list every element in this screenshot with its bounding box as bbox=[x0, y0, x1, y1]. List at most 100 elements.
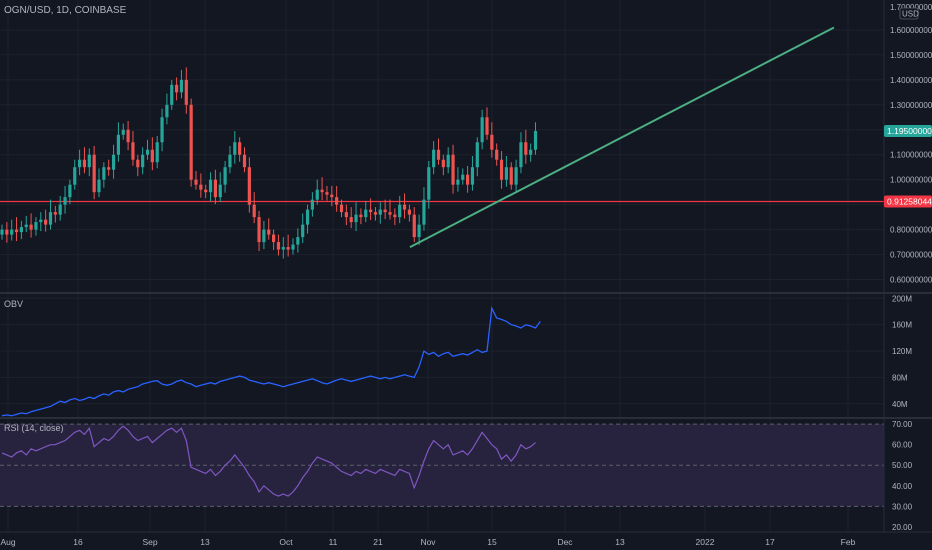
price-axis-label: 1.10000000 bbox=[890, 151, 932, 160]
candle-body bbox=[228, 154, 232, 168]
price-panel[interactable] bbox=[0, 26, 884, 259]
candle-body bbox=[208, 179, 213, 193]
candle-body bbox=[238, 142, 242, 155]
candle-body bbox=[296, 237, 300, 245]
trend-line[interactable] bbox=[409, 26, 835, 248]
candle-body bbox=[10, 229, 14, 235]
candle-body bbox=[107, 167, 111, 170]
time-axis-label: 11 bbox=[329, 537, 338, 547]
price-axis-label: 1.40000000 bbox=[890, 76, 932, 85]
obv-panel-label[interactable]: OBV bbox=[4, 299, 23, 309]
candle-body bbox=[335, 197, 339, 205]
candle-body bbox=[461, 174, 465, 180]
candle-body bbox=[407, 209, 411, 215]
candle-body bbox=[160, 117, 164, 143]
candle-body bbox=[29, 224, 33, 230]
candle-body bbox=[73, 167, 77, 185]
rsi-axis-label: 40.00 bbox=[892, 482, 913, 491]
time-axis[interactable]: Aug 16 Sep 13 Oct 11 21 Nov 15 Dec 13 2022 17 Feb bbox=[0, 537, 855, 547]
candle-body bbox=[495, 149, 499, 160]
candle-body bbox=[422, 199, 426, 225]
hline-price-tag-text: 0.91258044 bbox=[887, 197, 932, 207]
candle-body bbox=[262, 229, 266, 243]
time-axis-label: 2022 bbox=[696, 537, 715, 547]
candle-body bbox=[141, 154, 145, 168]
obv-axis-label: 160M bbox=[892, 321, 912, 330]
candle-body bbox=[165, 104, 169, 118]
candle-body bbox=[68, 184, 72, 198]
candle-body bbox=[102, 167, 106, 180]
candlestick-series bbox=[0, 67, 538, 259]
obv-axis-label: 200M bbox=[892, 294, 912, 303]
candle-body bbox=[301, 224, 305, 238]
candle-body bbox=[291, 244, 295, 250]
obv-axis-label: 120M bbox=[892, 347, 912, 356]
currency-label: USD bbox=[902, 10, 919, 19]
candle-body bbox=[339, 204, 344, 213]
price-axis-label: 1.30000000 bbox=[890, 101, 932, 110]
time-axis-label: Dec bbox=[557, 537, 573, 547]
candle-body bbox=[116, 134, 120, 155]
candle-body bbox=[436, 149, 441, 160]
time-axis-label: Oct bbox=[279, 537, 293, 547]
time-axis-label: 17 bbox=[765, 537, 775, 547]
candle-body bbox=[286, 247, 290, 250]
rsi-axis[interactable]: 70.00 60.00 50.00 40.00 30.00 20.00 bbox=[892, 420, 913, 532]
price-axis-label: 1.00000000 bbox=[890, 176, 932, 185]
candle-body bbox=[369, 209, 373, 213]
candle-body bbox=[5, 229, 9, 235]
candle-body bbox=[305, 209, 310, 225]
candle-body bbox=[417, 224, 421, 238]
candle-body bbox=[320, 189, 324, 193]
obv-axis-label: 80M bbox=[892, 373, 908, 382]
candle-body bbox=[276, 242, 281, 250]
candle-body bbox=[252, 204, 256, 218]
candle-body bbox=[398, 204, 402, 218]
candle-body bbox=[257, 217, 261, 243]
current-price-tag-text: 1.19500000 bbox=[887, 126, 932, 136]
candle-body bbox=[48, 212, 53, 225]
time-axis-label: 13 bbox=[200, 537, 210, 547]
price-axis-label: 1.60000000 bbox=[890, 26, 932, 35]
candle-body bbox=[34, 222, 38, 230]
candle-body bbox=[441, 159, 445, 168]
candle-body bbox=[111, 154, 116, 170]
obv-panel[interactable] bbox=[1, 305, 541, 417]
candle-body bbox=[213, 179, 217, 198]
time-axis-label: Sep bbox=[142, 537, 157, 547]
candle-body bbox=[233, 142, 237, 155]
candle-body bbox=[63, 197, 67, 205]
price-axis-label: 1.50000000 bbox=[890, 51, 932, 60]
candle-body bbox=[456, 179, 460, 185]
candle-body bbox=[475, 142, 479, 168]
currency-badge[interactable] bbox=[899, 7, 919, 20]
candle-body bbox=[509, 167, 513, 185]
candle-body bbox=[0, 229, 4, 235]
candle-body bbox=[490, 134, 494, 150]
symbol-label[interactable]: OGN/USD, 1D, COINBASE bbox=[4, 5, 127, 16]
rsi-panel[interactable] bbox=[0, 423, 884, 507]
current-price-tag: 1.19500000 bbox=[884, 125, 932, 138]
rsi-axis-label: 60.00 bbox=[892, 441, 913, 450]
obv-axis[interactable]: 200M 160M 120M 80M 40M bbox=[892, 294, 912, 409]
candle-body bbox=[281, 247, 285, 250]
price-axis-label: 1.70000000 bbox=[890, 3, 932, 12]
rsi-panel-label[interactable]: RSI (14, close) bbox=[4, 423, 64, 433]
candle-body bbox=[58, 204, 62, 215]
candle-body bbox=[373, 212, 378, 215]
candle-body bbox=[412, 214, 416, 238]
candle-body bbox=[315, 189, 319, 200]
candle-body bbox=[485, 117, 489, 135]
candle-body bbox=[223, 167, 227, 185]
obv-axis-label: 40M bbox=[892, 400, 908, 409]
candle-body bbox=[451, 154, 455, 185]
hline-price-tag-background bbox=[884, 195, 932, 208]
candle-body bbox=[480, 117, 484, 143]
rsi-axis-label: 70.00 bbox=[892, 420, 913, 429]
candle-body bbox=[330, 194, 334, 198]
candle-body bbox=[199, 184, 203, 190]
candle-body bbox=[14, 229, 19, 233]
candle-body bbox=[179, 79, 184, 93]
rsi-axis-label: 20.00 bbox=[892, 523, 913, 532]
